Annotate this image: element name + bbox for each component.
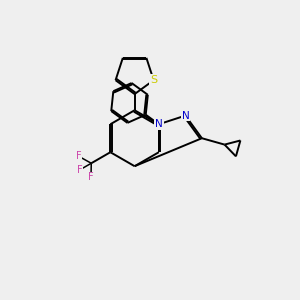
Text: N: N bbox=[155, 119, 163, 129]
Text: S: S bbox=[150, 75, 157, 85]
Text: F: F bbox=[88, 172, 94, 182]
Text: N: N bbox=[155, 119, 163, 129]
Text: N: N bbox=[182, 111, 189, 121]
Text: F: F bbox=[76, 165, 82, 175]
Text: F: F bbox=[76, 152, 82, 161]
